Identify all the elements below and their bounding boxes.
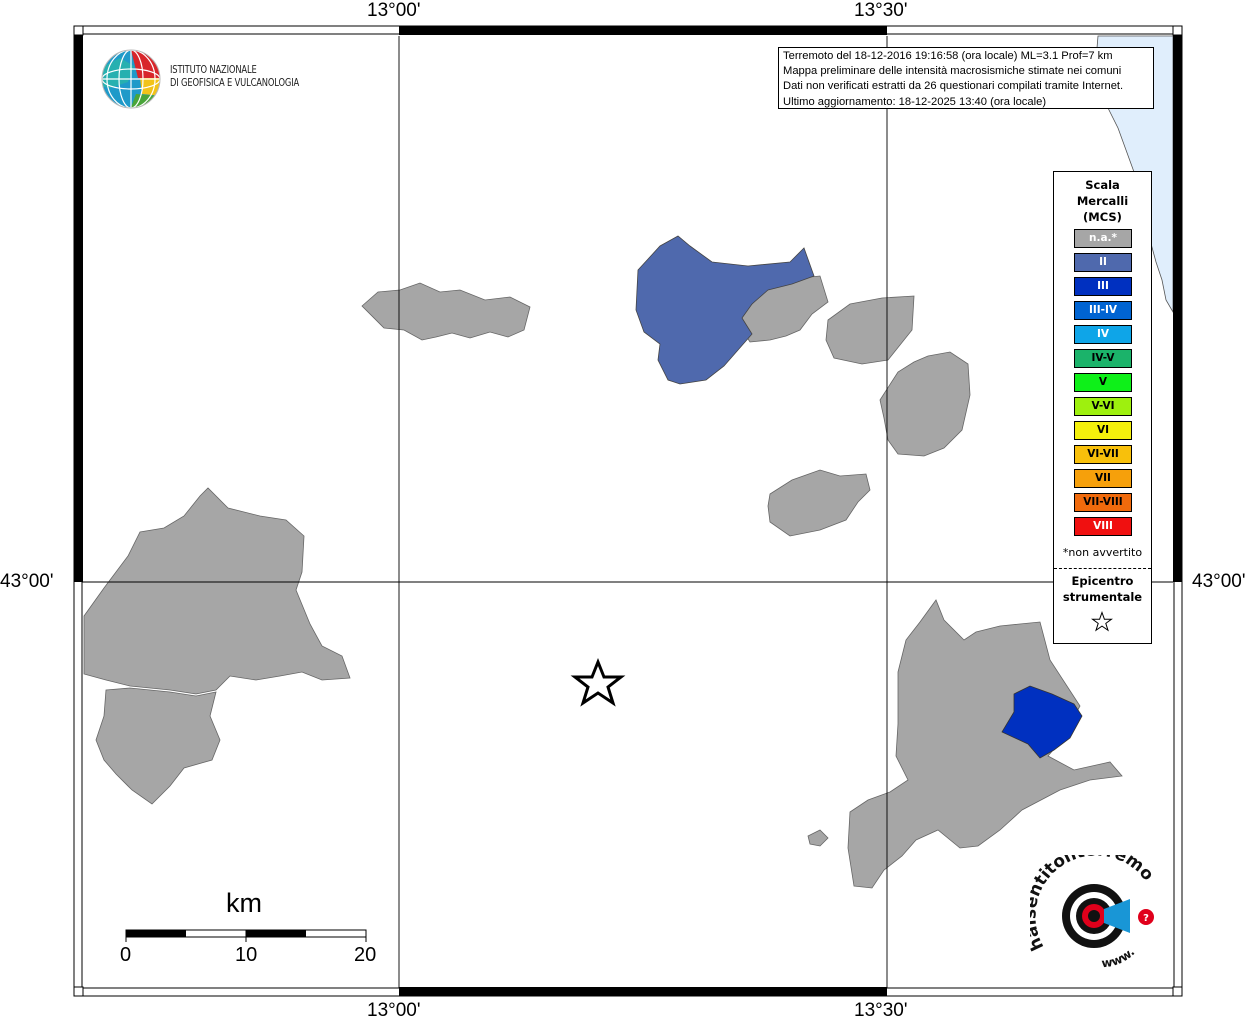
lat-label-right: 43°00' [1192,571,1246,592]
area-center-east [767,469,871,537]
scale-bar [125,929,367,942]
legend-item: VII [1074,469,1132,488]
event-info-line4: Ultimo aggiornamento: 18-12-2025 13:40 (… [783,95,1047,108]
event-info-box: Terremoto del 18-12-2016 19:16:58 (ora l… [778,47,1154,109]
haisentito-logo-url-prefix: www. [1101,945,1138,970]
lon-label-bottom-2: 13°30' [854,1000,908,1021]
legend-item: n.a.* [1074,229,1132,248]
graticule [82,36,1173,988]
legend-items: n.a.* II III III-IV IV IV-V V V-VI VI VI-VII VII VI… [1074,229,1132,541]
lon-label-top-1: 13°00' [367,0,421,21]
svg-text:?: ? [1143,913,1149,924]
legend-item: VII-VIII [1074,493,1132,512]
lon-label-top-2: 13°30' [854,0,908,21]
area-southeast-large [847,599,1123,889]
area-north-east-b [825,295,915,365]
scale-tick-10: 10 [235,944,258,966]
legend-item: II [1074,253,1132,272]
map-frame [73,25,1183,997]
area-southwest [95,687,221,805]
lat-label-left: 43°00' [0,571,54,592]
haisentito-logo: ? haisentitoilterremoto.it www. [1020,840,1170,985]
legend-item: VI [1074,421,1132,440]
ingv-name-line1: ISTITUTO NAZIONALE [170,65,257,76]
area-small-islet [807,829,829,847]
legend-divider [1054,568,1151,569]
legend-note: *non avvertito [1062,546,1143,559]
scale-tick-0: 0 [120,944,132,966]
ingv-logo: ISTITUTO NAZIONALE DI GEOFISICA E VULCAN… [100,48,320,110]
area-intensity-III [1001,685,1083,759]
not-felt-areas [83,275,1123,889]
event-info-line2: Mappa preliminare delle intensità macros… [783,65,1122,78]
legend-title: Scala Mercalli (MCS) [1076,178,1129,224]
intensity-legend: Scala Mercalli (MCS) n.a.* II III III-IV IV I… [1053,171,1152,644]
legend-star-icon [1091,611,1113,632]
haisentito-logo-icon: ? haisentitoilterremoto.it www. [1020,840,1157,970]
area-west-large [83,487,351,695]
legend-item: IV [1074,325,1132,344]
legend-item: VI-VII [1074,445,1132,464]
legend-item: VIII [1074,517,1132,536]
legend-item: III-IV [1074,301,1132,320]
area-intensity-II [635,235,815,385]
legend-epicenter-label: Epicentro strumentale [1062,574,1143,604]
event-info-line1: Terremoto del 18-12-2016 19:16:58 (ora l… [783,50,1113,62]
legend-item: IV-V [1074,349,1132,368]
lon-label-bottom-1: 13°00' [367,1000,421,1021]
legend-item: V [1074,373,1132,392]
legend-item: V-VI [1074,397,1132,416]
epicenter-star-icon [570,657,626,707]
ingv-globe-icon [101,49,161,109]
scale-tick-20: 20 [354,944,377,966]
area-northwest [361,282,531,341]
scale-bar-unit: km [226,888,262,918]
event-info-line3: Dati non verificati estratti da 26 quest… [783,80,1124,93]
ingv-name-line2: DI GEOFISICA E VULCANOLOGIA [170,78,300,89]
legend-item: III [1074,277,1132,296]
area-east [879,351,971,457]
